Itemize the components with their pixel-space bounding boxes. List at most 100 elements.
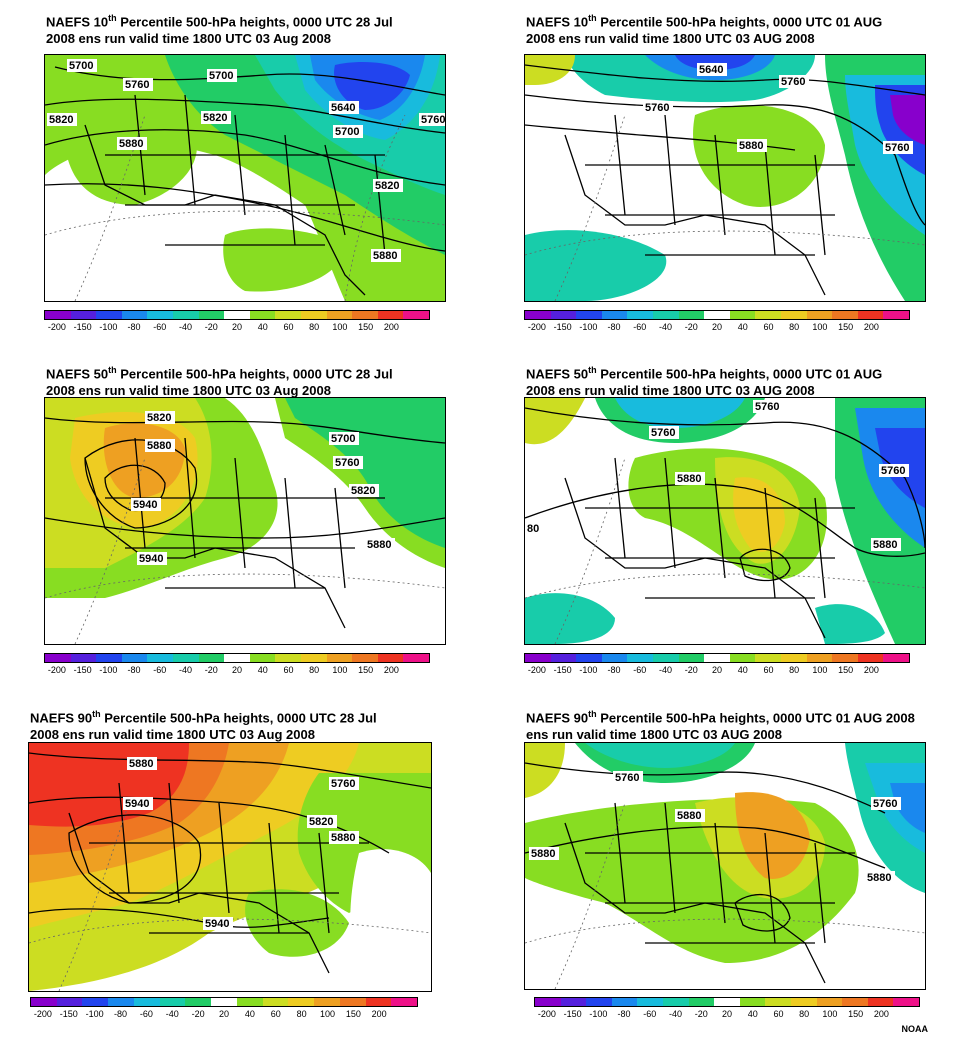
- legend-tick-label: -40: [179, 665, 193, 675]
- legend-color-bar: [44, 653, 430, 663]
- panel-6-title: NAEFS 90th Percentile 500-hPa heights, 0…: [526, 709, 915, 743]
- legend-swatch: [535, 998, 561, 1006]
- legend-tick-label: 200: [383, 322, 399, 332]
- legend-swatch: [275, 311, 301, 319]
- legend-tick-label: 40: [257, 322, 268, 332]
- legend-swatch: [601, 311, 628, 319]
- legend-swatch: [729, 654, 756, 662]
- legend-tick-label: 100: [812, 322, 828, 332]
- contour-label: 5820: [309, 816, 333, 828]
- legend-tick-label: 100: [319, 1009, 335, 1019]
- panel-5-title: NAEFS 90th Percentile 500-hPa heights, 0…: [30, 709, 377, 743]
- panel-5-legend: -200 -150 -100 -80 -60 -40 -20 20 40 60 80 100 150 20…: [30, 997, 418, 1023]
- legend-swatch: [586, 998, 612, 1006]
- legend-tick-label: -80: [617, 1009, 631, 1019]
- contour-label: 5700: [331, 433, 355, 445]
- contour-label: 5700: [69, 60, 93, 72]
- legend-swatch: [550, 311, 577, 319]
- legend-tick-label: -20: [204, 322, 218, 332]
- legend-swatch: [121, 654, 148, 662]
- panel-2-map: 5640 5760 5760 5880 5760: [524, 54, 926, 302]
- legend-tick-label: 150: [358, 322, 374, 332]
- legend-tick-label: -200: [47, 322, 66, 332]
- legend-tick-label: 150: [345, 1009, 361, 1019]
- legend-swatch: [147, 654, 173, 662]
- legend-tick-label: 20: [711, 665, 723, 675]
- legend-tick-label: 80: [309, 322, 320, 332]
- contour-label: 5640: [331, 102, 355, 114]
- legend-swatch: [326, 311, 353, 319]
- panel-4-title: NAEFS 50th Percentile 500-hPa heights, 0…: [526, 365, 883, 399]
- legend-tick-label: 40: [737, 665, 748, 675]
- legend-swatch: [576, 311, 602, 319]
- panel-1-contour-labels: 5700 5760 5700 5640 5700 5760 5820 5820 …: [47, 59, 445, 262]
- panel-4-legend: -200 -150 -100 -80 -60 -40 -20 20 40 60 80 100 150 20…: [524, 653, 910, 679]
- legend-swatch: [314, 998, 340, 1006]
- legend-swatch: [96, 654, 122, 662]
- panel-2-legend: -200 -150 -100 -80 -60 -40 -20 20 40 60 80 100 150 20…: [524, 310, 910, 336]
- legend-tick-label: -200: [527, 322, 546, 332]
- legend-tick-label: -20: [684, 665, 698, 675]
- legend-tick-label: 60: [763, 665, 774, 675]
- legend-ticks: -200 -150 -100 -80 -60 -40 -20 20 40 60 80 100 150 20…: [524, 320, 910, 332]
- contour-label: 5760: [885, 142, 909, 154]
- legend-swatch: [576, 654, 602, 662]
- contour-label: 5700: [335, 126, 359, 138]
- legend-swatch: [714, 998, 740, 1006]
- panel-6-legend: -200 -150 -100 -80 -60 -40 -20 20 40 60 80 100 150 20…: [534, 997, 920, 1023]
- legend-swatch: [262, 998, 289, 1006]
- legend-swatch: [56, 998, 83, 1006]
- legend-swatch: [377, 654, 404, 662]
- legend-tick-label: -100: [579, 322, 598, 332]
- legend-swatch: [780, 654, 807, 662]
- contour-label: 5700: [209, 70, 233, 82]
- legend-swatch: [82, 998, 109, 1006]
- legend-tick-label: -100: [579, 665, 598, 675]
- legend-swatch: [867, 998, 894, 1006]
- legend-swatch: [652, 654, 679, 662]
- legend-swatch: [121, 311, 148, 319]
- legend-tick-label: -80: [607, 322, 621, 332]
- legend-swatch: [765, 998, 791, 1006]
- legend-color-bar: [534, 997, 920, 1007]
- legend-tick-label: 100: [812, 665, 828, 675]
- legend-tick-label: -60: [153, 665, 167, 675]
- legend-tick-label: 80: [309, 665, 320, 675]
- legend-swatch: [704, 311, 730, 319]
- legend-tick-label: 60: [763, 322, 774, 332]
- contour-label: 5760: [781, 76, 805, 88]
- legend-tick-label: 60: [270, 1009, 281, 1019]
- legend-swatch: [172, 311, 199, 319]
- legend-swatch: [403, 654, 429, 662]
- legend-ticks: -200 -150 -100 -80 -60 -40 -20 20 40 60 80 100 150 20…: [44, 663, 430, 675]
- legend-tick-label: 200: [383, 665, 399, 675]
- legend-swatch: [159, 998, 186, 1006]
- legend-swatch: [790, 998, 817, 1006]
- legend-swatch: [133, 998, 160, 1006]
- legend-swatch: [704, 654, 730, 662]
- legend-tick-label: -100: [99, 322, 118, 332]
- panel-5-contour-labels: 5880 5940 5760 5820 5880 5940: [123, 757, 359, 930]
- legend-tick-label: 200: [371, 1009, 387, 1019]
- legend-swatch: [300, 654, 327, 662]
- legend-swatch: [300, 311, 327, 319]
- contour-label: 5640: [699, 64, 723, 76]
- panel-1-title: NAEFS 10th Percentile 500-hPa heights, 0…: [46, 13, 393, 47]
- legend-tick-label: -40: [179, 322, 193, 332]
- legend-swatch: [147, 311, 173, 319]
- legend-tick-label: -150: [553, 665, 572, 675]
- legend-tick-label: -60: [153, 322, 167, 332]
- panel-6-contour-labels: 5760 5880 5760 5880 5880: [529, 771, 901, 884]
- legend-swatch: [780, 311, 807, 319]
- legend-tick-label: -20: [204, 665, 218, 675]
- panel-4-contour-labels: 5760 5760 5880 5760 80 5880: [525, 400, 909, 551]
- legend-tick-label: -150: [553, 322, 572, 332]
- legend-tick-label: 20: [721, 1009, 733, 1019]
- legend-tick-label: -200: [537, 1009, 556, 1019]
- legend-swatch: [857, 311, 884, 319]
- contour-label: 5940: [133, 499, 157, 511]
- legend-swatch: [662, 998, 689, 1006]
- legend-swatch: [806, 654, 833, 662]
- legend-swatch: [678, 654, 705, 662]
- legend-tick-label: 150: [838, 322, 854, 332]
